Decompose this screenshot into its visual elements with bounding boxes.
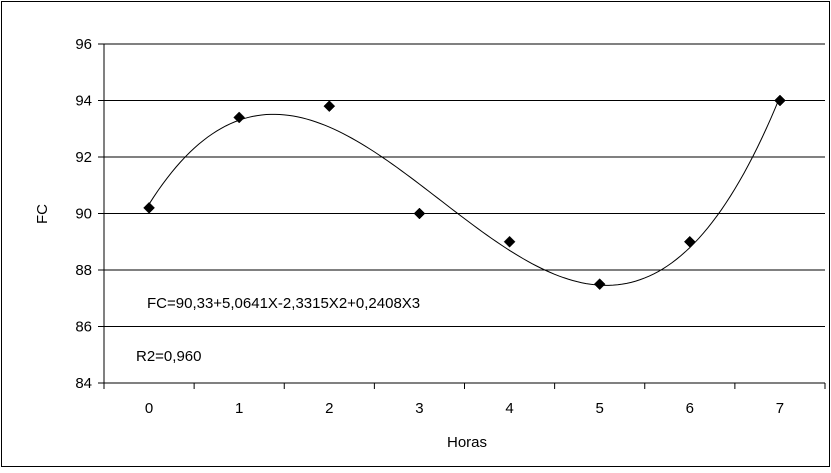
y-tick-label-84: 84 — [75, 375, 92, 392]
x-tick-label-5: 5 — [596, 400, 604, 417]
data-point — [323, 100, 336, 113]
axes — [98, 43, 826, 389]
x-tick-label-0: 0 — [145, 400, 153, 417]
data-point — [774, 94, 786, 107]
data-point — [593, 278, 606, 290]
data-point — [683, 235, 696, 248]
y-tick-label-94: 94 — [75, 93, 92, 110]
y-tick-label-90: 90 — [75, 206, 92, 223]
grid-lines — [104, 43, 825, 327]
trendline-curve — [148, 96, 781, 286]
x-tick-label-7: 7 — [776, 400, 784, 417]
x-tick-label-4: 4 — [505, 400, 513, 417]
data-point — [413, 207, 426, 220]
tick-labels: 84 86 88 90 92 94 96 0 1 2 3 4 5 6 7 — [75, 36, 784, 417]
annotation-equation: FC=90,33+5,0641X-2,3315X2+0,2408X3 — [147, 295, 420, 312]
y-tick-label-88: 88 — [75, 262, 92, 279]
data-point — [143, 201, 155, 214]
x-axis-title: Horas — [447, 434, 487, 451]
y-tick-label-96: 96 — [75, 36, 92, 53]
y-axis-title: FC — [34, 204, 51, 224]
x-tick-label-1: 1 — [235, 400, 243, 417]
trendline — [148, 96, 781, 286]
data-point — [233, 111, 246, 124]
data-point — [503, 235, 516, 248]
x-tick-label-3: 3 — [415, 400, 423, 417]
y-tick-label-86: 86 — [75, 319, 92, 336]
x-tick-label-2: 2 — [325, 400, 333, 417]
annotation-r-squared: R2=0,960 — [136, 348, 201, 365]
x-tick-label-6: 6 — [686, 400, 694, 417]
data-points — [143, 94, 786, 290]
y-tick-label-92: 92 — [75, 149, 92, 166]
